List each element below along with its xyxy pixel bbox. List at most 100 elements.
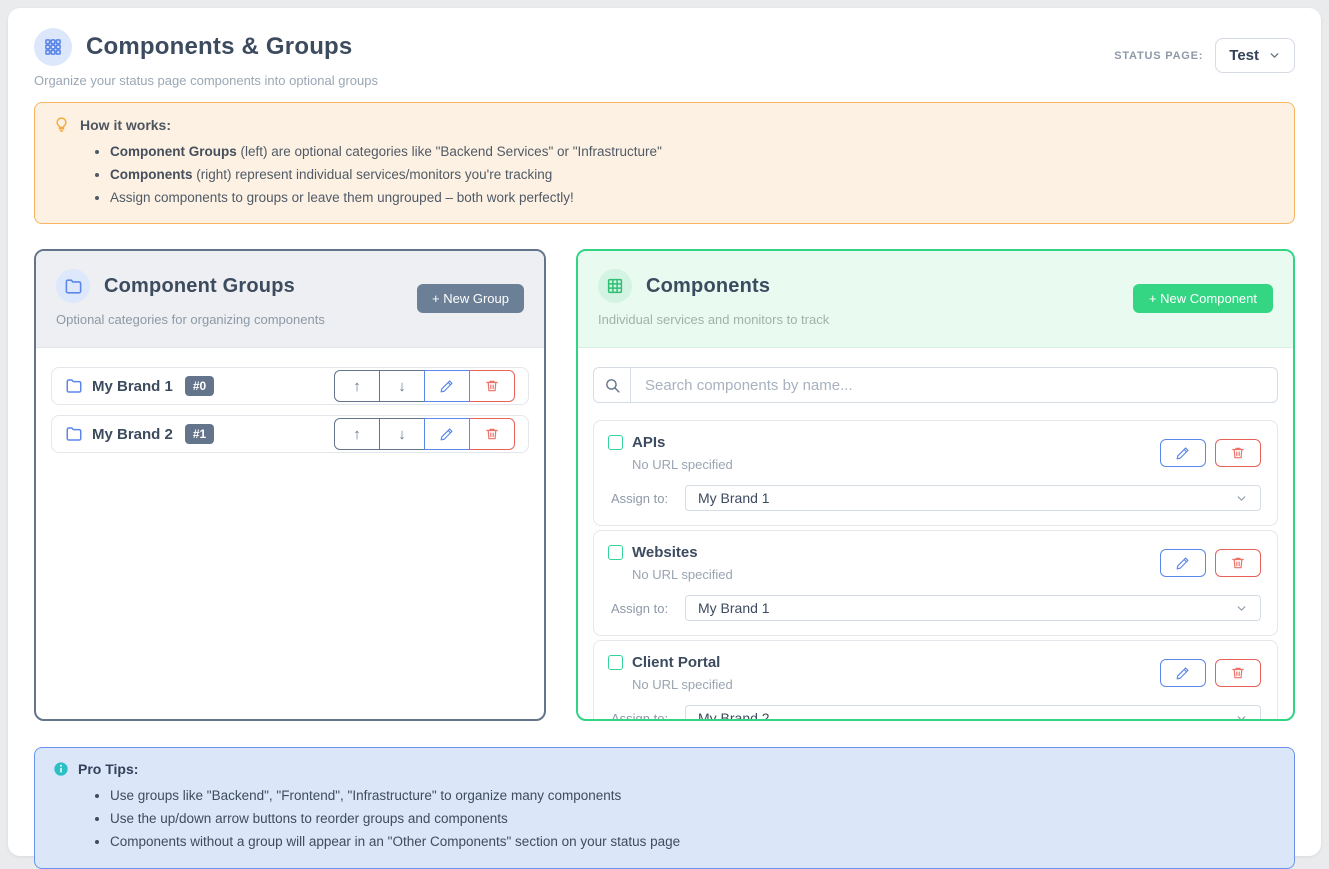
components-header: Components Individual services and monit… <box>578 251 1293 348</box>
how-it-works-title: How it works: <box>80 116 172 133</box>
lightbulb-icon <box>53 116 70 133</box>
arrow-down-icon: ↓ <box>398 377 406 395</box>
component-url-status: No URL specified <box>632 567 733 582</box>
assign-to-label: Assign to: <box>611 600 669 616</box>
how-it-works-list: Component Groups (left) are optional cat… <box>110 140 1276 209</box>
page-subtitle: Organize your status page components int… <box>34 73 378 88</box>
component-groups-title: Component Groups <box>104 274 295 297</box>
how-it-works-item: Components (right) represent individual … <box>110 163 1276 186</box>
arrow-up-icon: ↑ <box>353 377 361 395</box>
folder-icon <box>65 377 83 395</box>
trash-icon <box>485 427 499 441</box>
component-url-status: No URL specified <box>632 457 733 472</box>
how-it-works-item: Component Groups (left) are optional cat… <box>110 140 1276 163</box>
edit-group-button[interactable] <box>424 418 470 450</box>
info-icon <box>53 761 69 777</box>
move-group-down-button[interactable]: ↓ <box>379 418 425 450</box>
chevron-down-icon <box>1235 602 1248 615</box>
move-group-up-button[interactable]: ↑ <box>334 370 380 402</box>
edit-component-button[interactable] <box>1160 659 1206 687</box>
search-icon <box>593 367 630 403</box>
new-component-button[interactable]: + New Component <box>1132 283 1273 313</box>
assign-group-select[interactable]: My Brand 2 <box>685 705 1261 721</box>
pencil-icon <box>1176 666 1190 680</box>
group-name: My Brand 2 <box>92 425 173 443</box>
component-card: Client Portal No URL specified <box>593 640 1278 721</box>
folder-icon <box>56 269 90 303</box>
assigned-group-value: My Brand 1 <box>698 600 770 616</box>
group-row: My Brand 2 #1 ↑ ↓ <box>51 415 529 453</box>
components-panel: Components Individual services and monit… <box>576 249 1295 721</box>
component-groups-header: Component Groups Optional categories for… <box>36 251 544 348</box>
pencil-icon <box>440 427 454 441</box>
arrow-down-icon: ↓ <box>398 425 406 443</box>
status-page-selected-value: Test <box>1229 47 1259 64</box>
group-name: My Brand 1 <box>92 377 173 395</box>
delete-group-button[interactable] <box>469 370 515 402</box>
assigned-group-value: My Brand 1 <box>698 490 770 506</box>
component-checkbox[interactable] <box>608 655 623 670</box>
pro-tips-list: Use groups like "Backend", "Frontend", "… <box>110 784 1276 853</box>
delete-component-button[interactable] <box>1215 439 1261 467</box>
trash-icon <box>1231 446 1245 460</box>
chevron-down-icon <box>1268 49 1281 62</box>
component-search <box>593 367 1278 403</box>
edit-component-button[interactable] <box>1160 439 1206 467</box>
edit-component-button[interactable] <box>1160 549 1206 577</box>
group-actions: ↑ ↓ <box>334 418 515 450</box>
arrow-up-icon: ↑ <box>353 425 361 443</box>
component-card: Websites No URL specified <box>593 530 1278 636</box>
delete-component-button[interactable] <box>1215 659 1261 687</box>
component-checkbox[interactable] <box>608 545 623 560</box>
search-components-input[interactable] <box>630 367 1278 403</box>
trash-icon <box>485 379 499 393</box>
assign-group-select[interactable]: My Brand 1 <box>685 485 1261 511</box>
status-page-label: STATUS PAGE: <box>1114 49 1204 62</box>
component-groups-subtitle: Optional categories for organizing compo… <box>56 312 325 327</box>
main-card: Components & Groups Organize your status… <box>8 8 1321 869</box>
assign-to-label: Assign to: <box>611 710 669 721</box>
edit-group-button[interactable] <box>424 370 470 402</box>
pro-tips-box: Pro Tips: Use groups like "Backend", "Fr… <box>34 747 1295 869</box>
pro-tips-title: Pro Tips: <box>78 761 139 777</box>
page-header: Components & Groups Organize your status… <box>34 28 1295 88</box>
component-name: APIs <box>632 434 666 451</box>
group-actions: ↑ ↓ <box>334 370 515 402</box>
assigned-group-value: My Brand 2 <box>698 710 770 721</box>
components-title: Components <box>646 274 771 297</box>
delete-component-button[interactable] <box>1215 549 1261 577</box>
component-url-status: No URL specified <box>632 677 733 692</box>
component-name: Client Portal <box>632 654 721 671</box>
group-row: My Brand 1 #0 ↑ ↓ <box>51 367 529 405</box>
chevron-down-icon <box>1235 712 1248 719</box>
component-groups-body: My Brand 1 #0 ↑ ↓ <box>36 348 544 719</box>
component-checkbox[interactable] <box>608 435 623 450</box>
delete-group-button[interactable] <box>469 418 515 450</box>
pencil-icon <box>1176 446 1190 460</box>
new-group-button[interactable]: + New Group <box>417 283 524 313</box>
pro-tips-item: Use the up/down arrow buttons to reorder… <box>110 807 1276 830</box>
component-name: Websites <box>632 544 698 561</box>
how-it-works-item: Assign components to groups or leave the… <box>110 186 1276 209</box>
pencil-icon <box>1176 556 1190 570</box>
assign-group-select[interactable]: My Brand 1 <box>685 595 1261 621</box>
chevron-down-icon <box>1235 492 1248 505</box>
apps-grid-icon <box>34 28 72 66</box>
how-it-works-box: How it works: Component Groups (left) ar… <box>34 102 1295 224</box>
move-group-up-button[interactable]: ↑ <box>334 418 380 450</box>
trash-icon <box>1231 666 1245 680</box>
assign-to-label: Assign to: <box>611 490 669 506</box>
trash-icon <box>1231 556 1245 570</box>
pro-tips-item: Components without a group will appear i… <box>110 830 1276 853</box>
group-order-badge: #1 <box>184 424 215 444</box>
components-body: APIs No URL specified <box>578 348 1293 721</box>
status-page-select[interactable]: Test <box>1215 38 1295 73</box>
components-subtitle: Individual services and monitors to trac… <box>598 312 830 327</box>
table-grid-icon <box>598 269 632 303</box>
move-group-down-button[interactable]: ↓ <box>379 370 425 402</box>
folder-icon <box>65 425 83 443</box>
pro-tips-item: Use groups like "Backend", "Frontend", "… <box>110 784 1276 807</box>
group-order-badge: #0 <box>184 376 215 396</box>
component-groups-panel: Component Groups Optional categories for… <box>34 249 546 721</box>
component-card: APIs No URL specified <box>593 420 1278 526</box>
